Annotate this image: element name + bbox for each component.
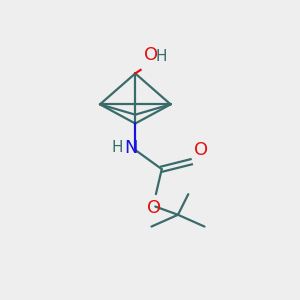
Text: N: N bbox=[124, 139, 138, 157]
Text: O: O bbox=[147, 200, 161, 217]
Text: O: O bbox=[143, 46, 158, 64]
Text: H: H bbox=[111, 140, 123, 155]
Text: H: H bbox=[156, 49, 167, 64]
Text: O: O bbox=[194, 141, 208, 159]
